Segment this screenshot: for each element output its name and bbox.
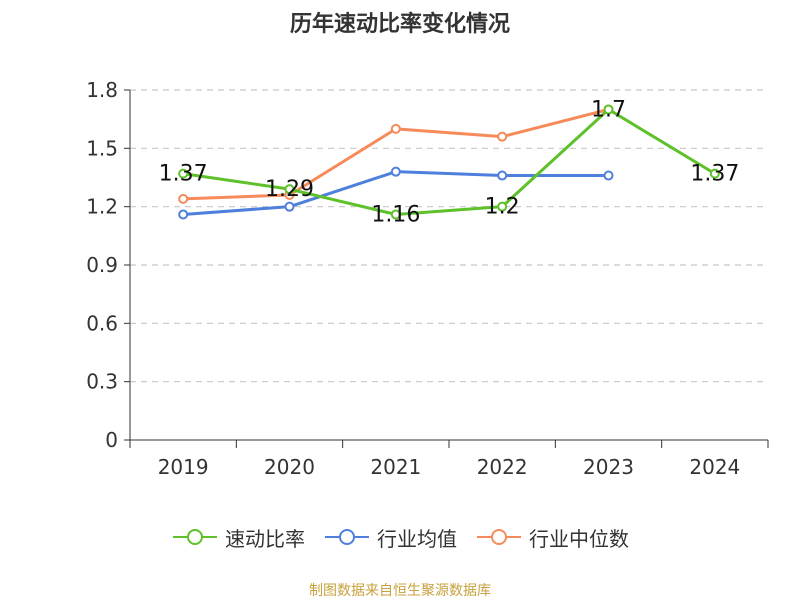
- data-point: [178, 193, 189, 204]
- axes: 0 0.3 0.6 0.9 1.2 1.5 1.8 2019 2020 2021 2022 2023 2…: [86, 78, 769, 479]
- x-tick-label: 2023: [583, 455, 634, 479]
- series-2: [178, 104, 614, 204]
- series-0: [178, 104, 720, 220]
- legend-swatch-industry-mean: [325, 529, 369, 545]
- x-tick-label: 2022: [477, 455, 528, 479]
- legend-swatch-industry-median: [477, 529, 521, 545]
- x-tick-label: 2024: [689, 455, 740, 479]
- y-tick-label: 0: [105, 428, 118, 452]
- data-point: [603, 170, 614, 181]
- legend-label: 行业均值: [377, 526, 457, 551]
- data-point: [284, 184, 295, 195]
- data-point: [390, 123, 401, 134]
- data-label: 1.37: [690, 162, 739, 187]
- x-tick-label: 2021: [370, 455, 421, 479]
- x-tick-label: 2019: [158, 455, 209, 479]
- y-tick-label: 1.8: [86, 78, 118, 102]
- series-line: [182, 107, 716, 216]
- y-tick-label: 0.6: [86, 311, 118, 335]
- data-point: [497, 201, 508, 212]
- x-tick-label: 2020: [264, 455, 315, 479]
- source-note: 制图数据来自恒生聚源数据库: [309, 583, 491, 599]
- data-point: [284, 201, 295, 212]
- data-point: [497, 131, 508, 142]
- legend-swatch-quick-ratio: [173, 529, 217, 545]
- data-point: [603, 104, 614, 115]
- y-tick-label: 1.5: [86, 136, 118, 160]
- series-group: [178, 104, 720, 220]
- y-tick-label: 0.3: [86, 370, 118, 394]
- legend-label: 行业中位数: [529, 526, 629, 551]
- y-tick-label: 1.2: [86, 195, 118, 219]
- data-point: [178, 168, 189, 179]
- data-point: [709, 168, 720, 179]
- data-label: 1.29: [265, 177, 314, 202]
- data-point: [497, 170, 508, 181]
- data-label: 1.2: [485, 195, 520, 220]
- data-label: 1.37: [159, 162, 208, 187]
- legend-item-quick-ratio[interactable]: 速动比率: [171, 523, 305, 552]
- y-tick-label: 0.9: [86, 253, 118, 277]
- series-line: [183, 107, 609, 201]
- data-point: [390, 209, 401, 220]
- legend-item-industry-median[interactable]: 行业中位数: [475, 523, 629, 552]
- chart-title: 历年速动比率变化情况: [289, 12, 510, 37]
- legend: 速动比率 行业均值 行业中位数: [0, 520, 800, 554]
- data-point: [390, 166, 401, 177]
- grid-lines: [130, 89, 768, 383]
- legend-item-industry-mean[interactable]: 行业均值: [323, 523, 457, 552]
- legend-label: 速动比率: [225, 526, 305, 551]
- data-point: [178, 209, 189, 220]
- data-label: 1.16: [371, 202, 420, 227]
- data-label: 1.7: [591, 97, 626, 122]
- data-labels: 1.37 1.29 1.16 1.2 1.7 1.37: [159, 97, 740, 227]
